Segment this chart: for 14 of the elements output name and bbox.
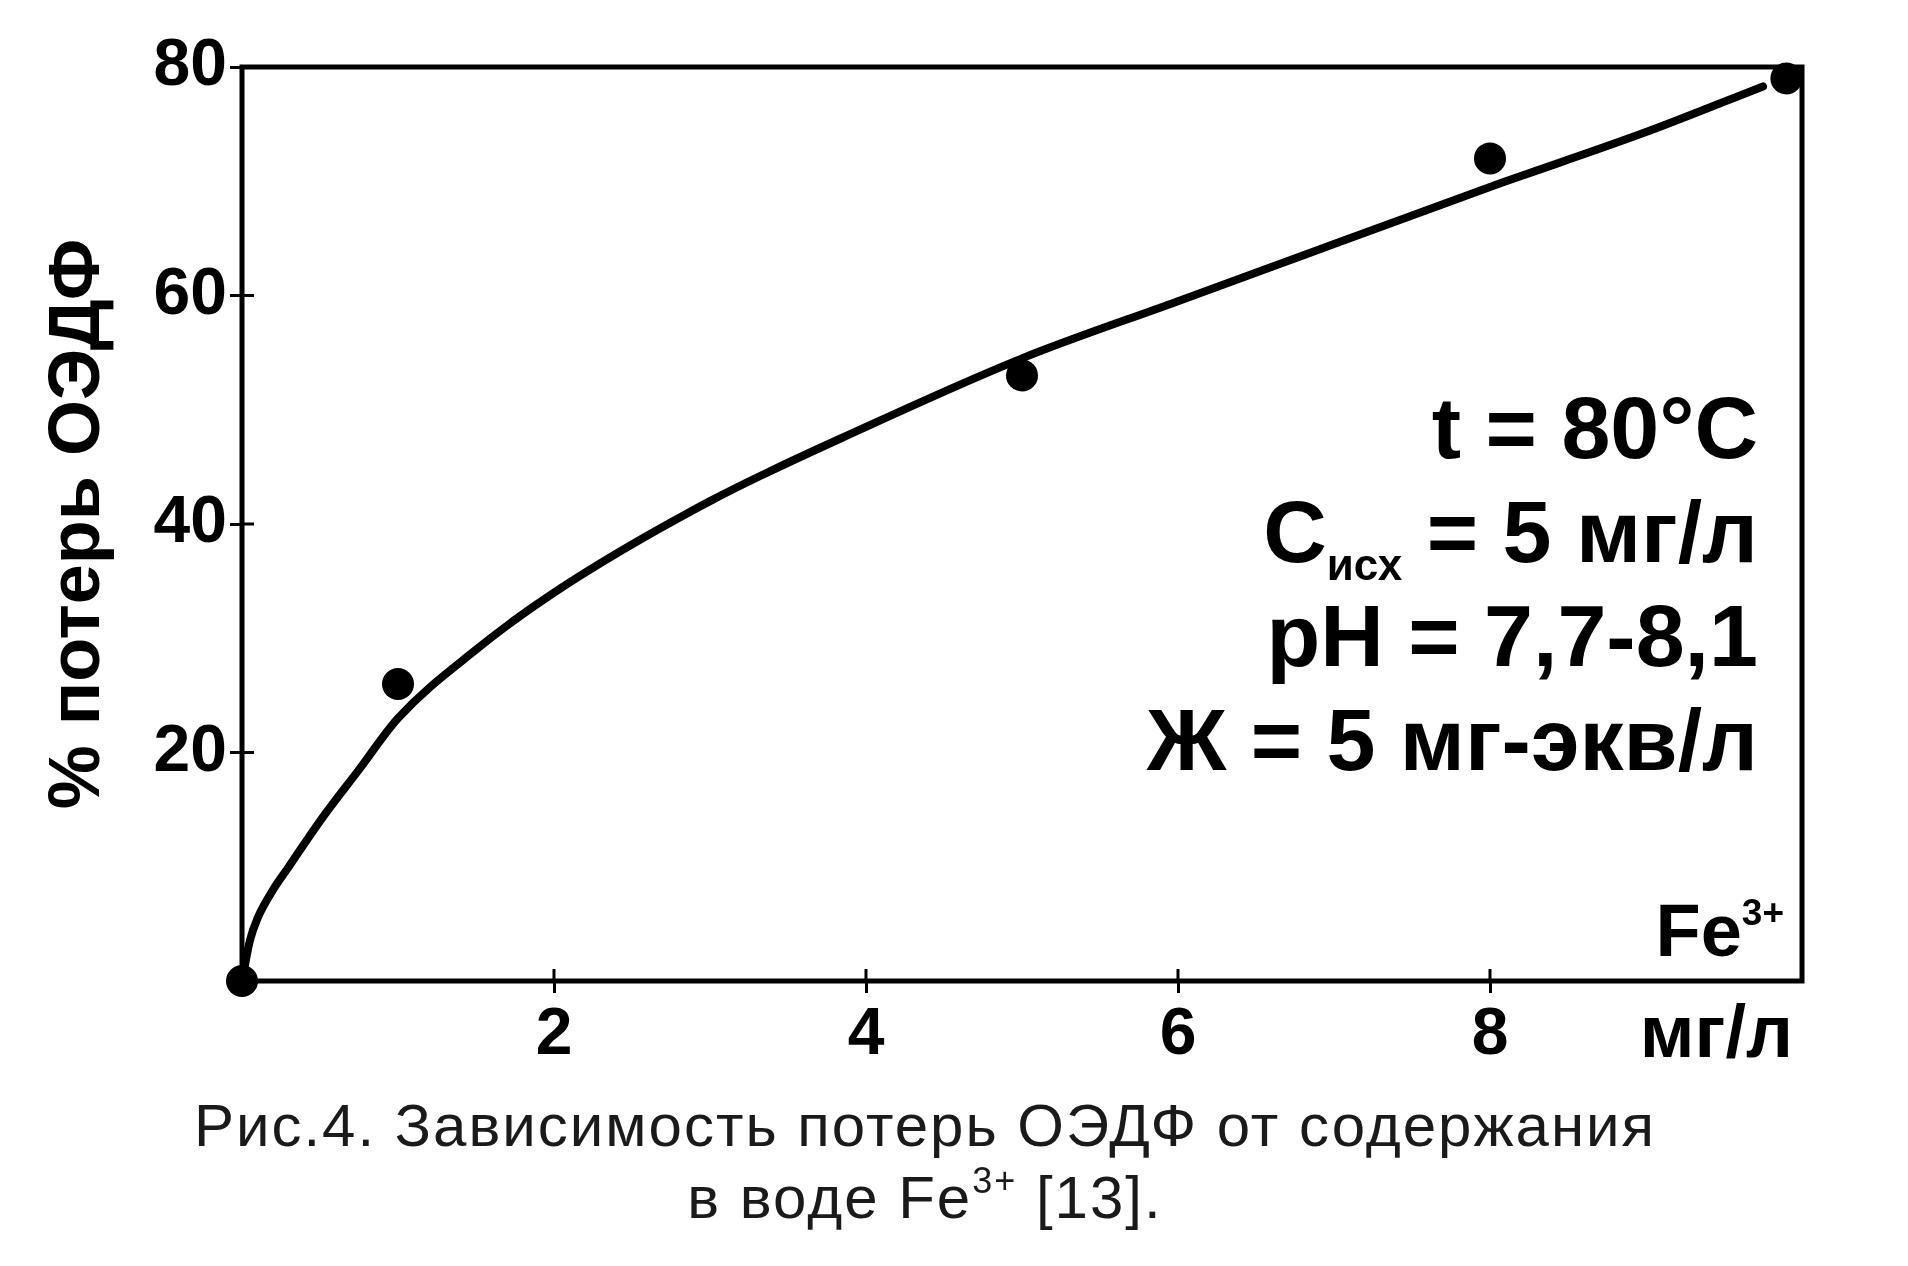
- y-tick-label: 40: [153, 482, 227, 557]
- x-tick-label: 2: [535, 993, 573, 1068]
- x-tick-label: 8: [1471, 993, 1509, 1068]
- x-axis-title: Fe$^{3+}$: [1655, 889, 1784, 972]
- y-tick-label: 60: [153, 253, 227, 328]
- text: мг/л: [1639, 990, 1793, 1073]
- annotation: t = 80°C: [1430, 376, 1758, 479]
- y-axis-title: % потерь ОЭДФ: [34, 238, 115, 810]
- y-tick-label: 20: [153, 710, 227, 785]
- y-tick-label: 80: [153, 25, 227, 100]
- x-tick-label: 6: [1159, 993, 1197, 1068]
- x-tick-label: 4: [847, 993, 885, 1068]
- annotation: Ж = 5 мг-экв/л: [1146, 688, 1758, 791]
- text: Рис.4. Зависимость потерь ОЭДФ от содержания в воде Fe$^{3+}$ [13].: [192, 1091, 1658, 1233]
